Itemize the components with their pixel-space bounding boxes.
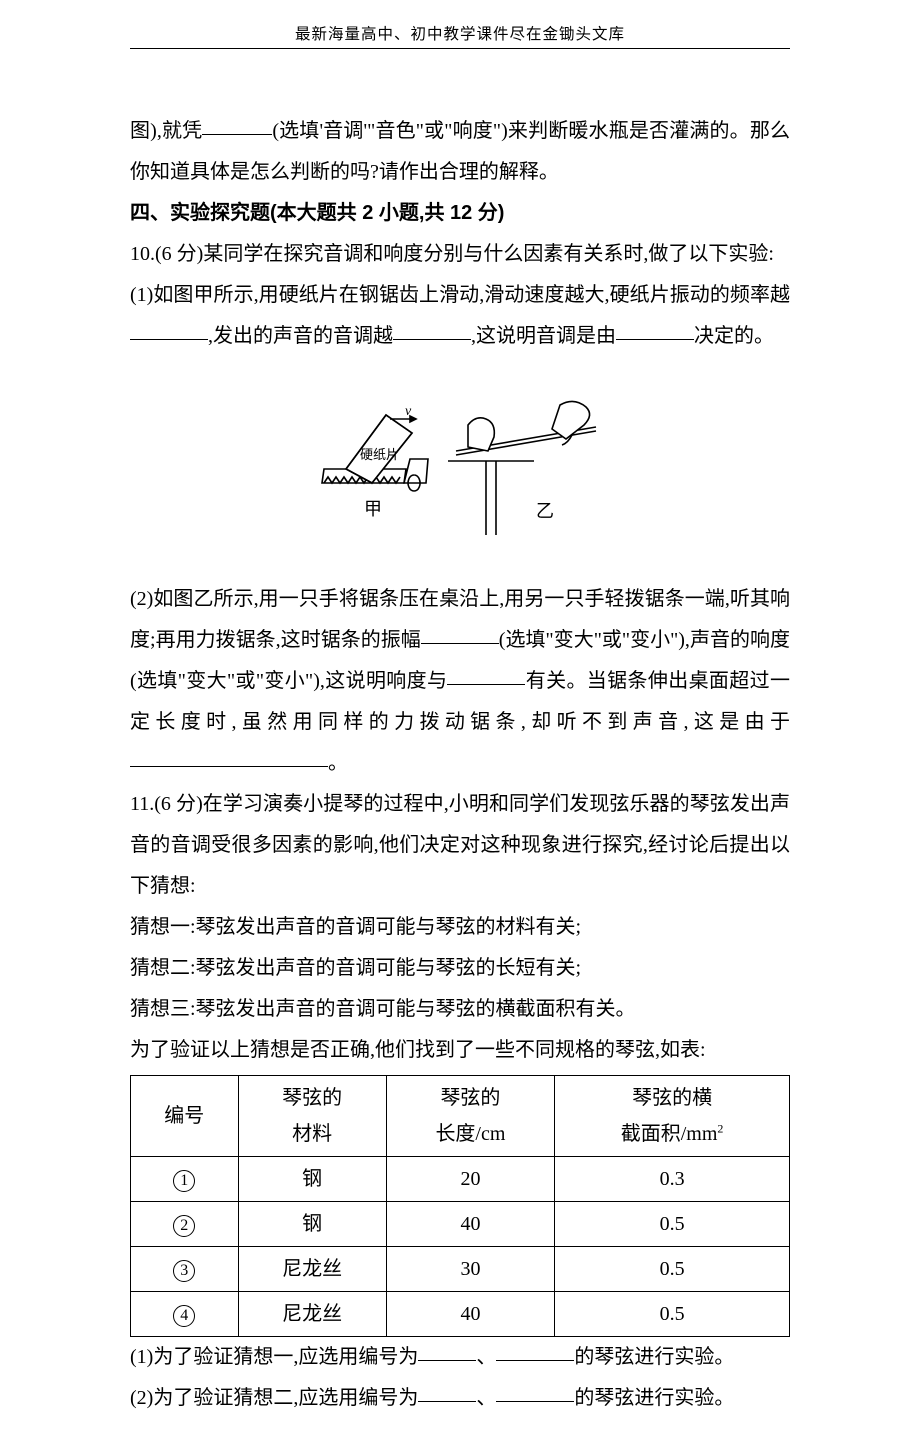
text: (2)为了验证猜想二,应选用编号为 <box>130 1387 418 1409</box>
cell-length: 40 <box>386 1202 554 1247</box>
cell-material: 尼龙丝 <box>238 1292 386 1337</box>
table-header-row: 编号 琴弦的 材料 琴弦的 长度/cm 琴弦的横 截面积/mm2 <box>131 1076 790 1157</box>
blank[interactable] <box>393 320 471 340</box>
q11-sub2: (2)为了验证猜想二,应选用编号为 、 的琴弦进行实验。 <box>130 1378 790 1419</box>
blank[interactable] <box>418 1382 476 1402</box>
q11-lead: 11.(6 分)在学习演奏小提琴的过程中,小明和同学们发现弦乐器的琴弦发出声音的… <box>130 784 790 907</box>
blank[interactable] <box>616 320 694 340</box>
q11-guess2: 猜想二:琴弦发出声音的音调可能与琴弦的长短有关; <box>130 948 790 989</box>
text: 。 <box>328 752 348 774</box>
table-row: 3 尼龙丝 30 0.5 <box>131 1247 790 1292</box>
text: 图),就凭 <box>130 120 202 142</box>
text: 决定的。 <box>694 325 774 347</box>
text: ,发出的声音的音调越 <box>208 325 393 347</box>
col-id: 编号 <box>131 1076 239 1157</box>
table-row: 4 尼龙丝 40 0.5 <box>131 1292 790 1337</box>
cell-length: 30 <box>386 1247 554 1292</box>
svg-text:v: v <box>405 404 412 419</box>
cell-material: 尼龙丝 <box>238 1247 386 1292</box>
q11-guess1: 猜想一:琴弦发出声音的音调可能与琴弦的材料有关; <box>130 907 790 948</box>
experiment-figure-icon: v 硬纸片 甲 乙 <box>320 375 600 545</box>
cell-material: 钢 <box>238 1157 386 1202</box>
col-length: 琴弦的 长度/cm <box>386 1076 554 1157</box>
text: 材料 <box>292 1123 332 1145</box>
circled-number: 1 <box>173 1170 195 1192</box>
cell-id: 3 <box>131 1247 239 1292</box>
text: 琴弦的横 <box>632 1087 712 1109</box>
q10-part2: (2)如图乙所示,用一只手将锯条压在桌沿上,用另一只手轻拨锯条一端,听其响度;再… <box>130 579 790 784</box>
page-header: 最新海量高中、初中教学课件尽在金锄头文库 <box>130 22 790 44</box>
blank[interactable] <box>447 665 525 685</box>
text: 琴弦的 <box>282 1087 342 1109</box>
spec-table: 编号 琴弦的 材料 琴弦的 长度/cm 琴弦的横 截面积/mm2 1 钢 2 <box>130 1075 790 1337</box>
q10-part1: (1)如图甲所示,用硬纸片在钢锯齿上滑动,滑动速度越大,硬纸片振动的频率越 ,发出… <box>130 275 790 357</box>
circled-number: 4 <box>173 1305 195 1327</box>
table-row: 2 钢 40 0.5 <box>131 1202 790 1247</box>
blank[interactable] <box>130 747 328 767</box>
blank[interactable] <box>496 1341 574 1361</box>
blank[interactable] <box>418 1341 476 1361</box>
header-rule <box>130 48 790 49</box>
cell-id: 4 <box>131 1292 239 1337</box>
cell-length: 20 <box>386 1157 554 1202</box>
blank[interactable] <box>130 320 208 340</box>
q10-lead: 10.(6 分)某同学在探究音调和响度分别与什么因素有关系时,做了以下实验: <box>130 234 790 275</box>
text: 、 <box>476 1387 496 1409</box>
cell-area: 0.5 <box>555 1292 790 1337</box>
q11-guess3: 猜想三:琴弦发出声音的音调可能与琴弦的横截面积有关。 <box>130 989 790 1030</box>
cell-id: 2 <box>131 1202 239 1247</box>
section-4-title: 四、实验探究题(本大题共 2 小题,共 12 分) <box>130 193 790 234</box>
cell-length: 40 <box>386 1292 554 1337</box>
svg-text:甲: 甲 <box>364 499 382 519</box>
q11-table-lead: 为了验证以上猜想是否正确,他们找到了一些不同规格的琴弦,如表: <box>130 1030 790 1071</box>
svg-text:硬纸片: 硬纸片 <box>360 447 399 462</box>
q11-sub1: (1)为了验证猜想一,应选用编号为 、 的琴弦进行实验。 <box>130 1337 790 1378</box>
text: (1)为了验证猜想一,应选用编号为 <box>130 1346 418 1368</box>
blank[interactable] <box>202 115 272 135</box>
cell-area: 0.5 <box>555 1247 790 1292</box>
para-continuation: 图),就凭(选填'音调'"音色"或"响度")来判断暖水瓶是否灌满的。那么你知道具… <box>130 111 790 193</box>
text: ,这说明音调是由 <box>471 325 616 347</box>
text: 、 <box>476 1346 496 1368</box>
text: 截面积/mm <box>621 1123 718 1145</box>
circled-number: 3 <box>173 1260 195 1282</box>
text: 长度/cm <box>435 1123 505 1145</box>
text: 的琴弦进行实验。 <box>574 1387 734 1409</box>
text: 琴弦的 <box>440 1087 500 1109</box>
blank[interactable] <box>496 1382 574 1402</box>
text: 的琴弦进行实验。 <box>574 1346 734 1368</box>
cell-area: 0.3 <box>555 1157 790 1202</box>
cell-id: 1 <box>131 1157 239 1202</box>
col-area: 琴弦的横 截面积/mm2 <box>555 1076 790 1157</box>
blank[interactable] <box>421 624 499 644</box>
circled-number: 2 <box>173 1215 195 1237</box>
svg-text:乙: 乙 <box>536 501 554 521</box>
cell-area: 0.5 <box>555 1202 790 1247</box>
figure-block: v 硬纸片 甲 乙 <box>130 375 790 551</box>
text: (1)如图甲所示,用硬纸片在钢锯齿上滑动,滑动速度越大,硬纸片振动的频率越 <box>130 284 790 306</box>
page: 最新海量高中、初中教学课件尽在金锄头文库 图),就凭(选填'音调'"音色"或"响… <box>0 0 920 1441</box>
col-material: 琴弦的 材料 <box>238 1076 386 1157</box>
table-row: 1 钢 20 0.3 <box>131 1157 790 1202</box>
cell-material: 钢 <box>238 1202 386 1247</box>
